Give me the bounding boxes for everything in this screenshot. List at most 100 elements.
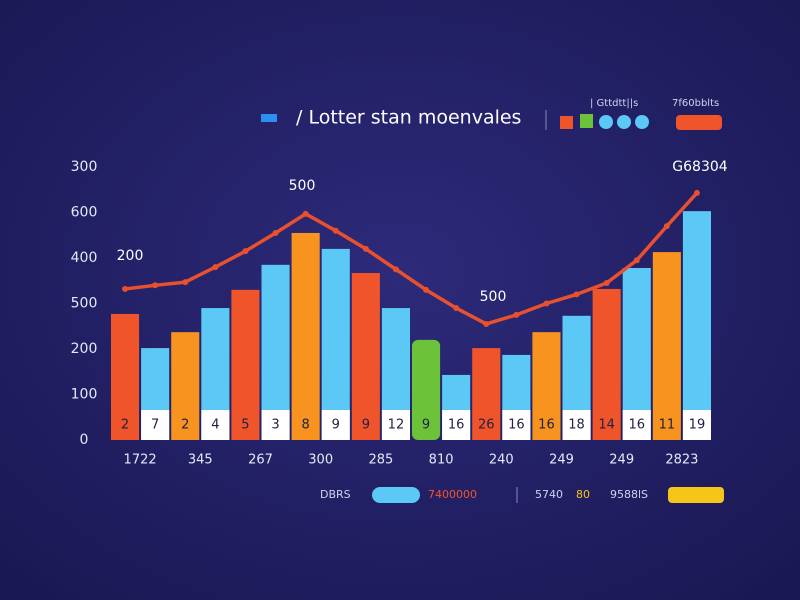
bar-label: 4 (211, 418, 219, 433)
line-point (483, 320, 490, 327)
legend-text: | Gttdtt||s (590, 98, 638, 109)
annotation: 500 (289, 178, 316, 194)
line-point (362, 245, 369, 252)
x-tick-label: 2823 (665, 453, 698, 468)
bar (532, 332, 561, 440)
bar (321, 248, 350, 440)
line-point (663, 223, 670, 230)
legend-swatch (599, 115, 613, 129)
footer: DBRS 7400000 5740 80 9588lS (320, 487, 724, 503)
label-box (502, 410, 531, 440)
legend-swatch (580, 114, 593, 128)
bar-label: 12 (388, 418, 405, 433)
label-box (201, 410, 230, 440)
label-box (622, 410, 651, 440)
y-tick-label: 500 (71, 296, 98, 312)
line-point (272, 229, 279, 236)
line-point (693, 189, 700, 196)
annotation: G68304 (672, 159, 727, 175)
legend-swatch (560, 116, 573, 129)
bar (351, 273, 380, 440)
label-box (442, 410, 471, 440)
x-tick-label: 1722 (124, 453, 157, 468)
label-box (682, 410, 711, 440)
bar (231, 289, 260, 440)
footer-text: 9588lS (610, 488, 648, 501)
x-tick-label: 240 (489, 453, 514, 468)
x-tick-label: 249 (549, 453, 574, 468)
y-tick-label: 300 (71, 159, 98, 175)
bar-label: 7 (151, 418, 159, 433)
bar (111, 313, 140, 440)
footer-text: 7400000 (428, 488, 477, 501)
x-tick-label: 810 (429, 453, 454, 468)
y-tick-label: 600 (71, 205, 98, 221)
y-tick-label: 0 (80, 432, 89, 448)
x-tick-label: 345 (188, 453, 213, 468)
y-tick-label: 400 (71, 250, 98, 266)
footer-pill (372, 487, 420, 503)
bar-label: 16 (628, 418, 645, 433)
line-point (573, 291, 580, 298)
x-tick-label: 267 (248, 453, 273, 468)
line-point (182, 279, 189, 286)
bar-label: 11 (659, 418, 676, 433)
bar-label: 16 (448, 418, 465, 433)
legend-swatch (635, 115, 649, 129)
legend-swatch (617, 115, 631, 129)
footer-text: 5740 (535, 488, 563, 501)
bar-label: 2 (181, 418, 189, 433)
y-tick-label: 100 (71, 387, 98, 403)
bar (171, 332, 200, 440)
footer-text: 80 (576, 488, 590, 501)
x-tick-label: 249 (609, 453, 634, 468)
bar-label: 14 (598, 418, 615, 433)
line-point (453, 305, 460, 312)
bar (652, 252, 681, 440)
line-point (302, 210, 309, 217)
bar-label: 9 (362, 418, 370, 433)
line-point (603, 280, 610, 287)
bar-label: 9 (332, 418, 340, 433)
line-point (543, 300, 550, 307)
label-box (321, 410, 350, 440)
line-point (332, 227, 339, 234)
bar-label: 16 (508, 418, 525, 433)
bar-label: 5 (241, 418, 249, 433)
line-point (122, 285, 129, 292)
line-point (633, 257, 640, 264)
chart-title: / Lotter stan moenvales (296, 107, 521, 129)
line-point (423, 286, 430, 293)
bar-label: 8 (302, 418, 310, 433)
x-tick-label: 300 (308, 453, 333, 468)
bar-label: 3 (271, 418, 279, 433)
line (124, 191, 699, 326)
bar (592, 288, 621, 440)
bar-label: 19 (689, 418, 706, 433)
label-box (562, 410, 591, 440)
bar-label: 18 (568, 418, 585, 433)
bar-label: 2 (121, 418, 129, 433)
bar (291, 232, 320, 440)
y-tick-label: 200 (71, 341, 98, 357)
title-icon (261, 114, 277, 122)
line-point (152, 282, 159, 289)
label-box (381, 410, 410, 440)
footer-pill (668, 487, 724, 503)
line-point (212, 264, 219, 271)
annotation: 500 (480, 289, 507, 305)
bar (682, 211, 711, 440)
line-point (392, 266, 399, 273)
bar (412, 339, 441, 440)
x-tick-label: 285 (368, 453, 393, 468)
bar-label: 9 (422, 418, 430, 433)
legend-pill (676, 115, 722, 130)
bar (472, 348, 501, 440)
legend-text: 7f60bblts (672, 98, 719, 109)
bar-label: 26 (478, 418, 495, 433)
bar-label: 16 (538, 418, 555, 433)
footer-text: DBRS (320, 488, 351, 501)
annotation: 200 (117, 248, 144, 264)
line-point (242, 248, 249, 255)
